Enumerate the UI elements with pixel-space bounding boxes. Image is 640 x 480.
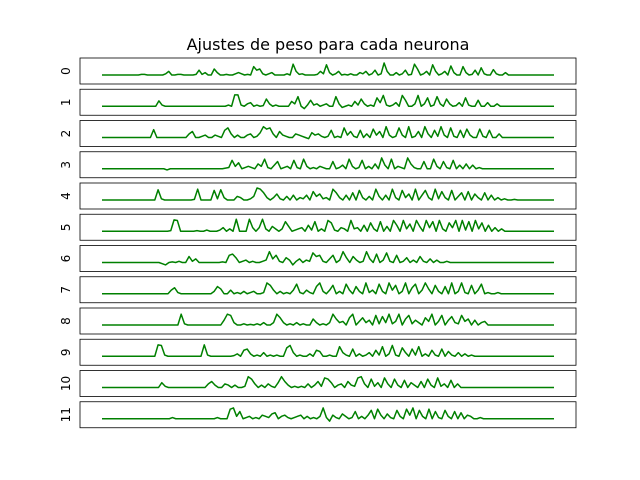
panel-frame	[79, 307, 577, 335]
series-line-3	[102, 157, 554, 171]
series-line-0	[102, 62, 554, 76]
panel-label: 2	[59, 130, 73, 138]
panel-frame	[79, 401, 577, 429]
series-line-8	[102, 313, 554, 326]
panel-4: 4	[59, 182, 577, 210]
panel-frame	[79, 213, 577, 241]
panels-group: 0 1 2 3 4 5 6 7 8 9 10 11	[59, 57, 577, 429]
panel-label: 11	[59, 407, 73, 422]
series-line-5	[102, 218, 554, 232]
panel-frame	[79, 182, 577, 210]
series-line-1	[102, 94, 554, 110]
series-line-7	[102, 282, 554, 295]
panel-frame	[79, 338, 577, 366]
panel-frame	[79, 57, 577, 85]
panel-frame	[79, 88, 577, 116]
series-line-11	[102, 407, 554, 422]
panel-frame	[79, 151, 577, 179]
chart-title: Ajustes de peso para cada neurona	[187, 35, 470, 54]
series-line-4	[102, 187, 554, 201]
panel-9: 9	[59, 338, 577, 366]
series-line-10	[102, 375, 554, 389]
panel-11: 11	[59, 401, 577, 429]
panel-0: 0	[59, 57, 577, 85]
panel-3: 3	[59, 151, 577, 179]
panel-label: 0	[59, 67, 73, 75]
panel-frame	[79, 245, 577, 272]
panel-label: 3	[59, 161, 73, 169]
series-line-2	[102, 125, 554, 140]
panel-label: 5	[59, 223, 73, 231]
panel-label: 1	[59, 98, 73, 106]
panel-label: 4	[59, 192, 73, 200]
series-line-9	[102, 344, 554, 357]
panel-label: 6	[59, 255, 73, 263]
panel-5: 5	[59, 213, 577, 241]
panel-7: 7	[59, 276, 577, 304]
panel-6: 6	[59, 245, 577, 272]
panel-label: 10	[59, 376, 73, 391]
panel-label: 7	[59, 286, 73, 294]
panel-label: 9	[59, 348, 73, 356]
panel-8: 8	[59, 307, 577, 335]
series-line-6	[102, 250, 554, 266]
panel-frame	[79, 120, 577, 147]
panel-frame	[79, 276, 577, 304]
panel-label: 8	[59, 317, 73, 325]
panel-2: 2	[59, 120, 577, 147]
panel-1: 1	[59, 88, 577, 116]
panel-frame	[79, 370, 577, 397]
panel-10: 10	[59, 370, 577, 397]
